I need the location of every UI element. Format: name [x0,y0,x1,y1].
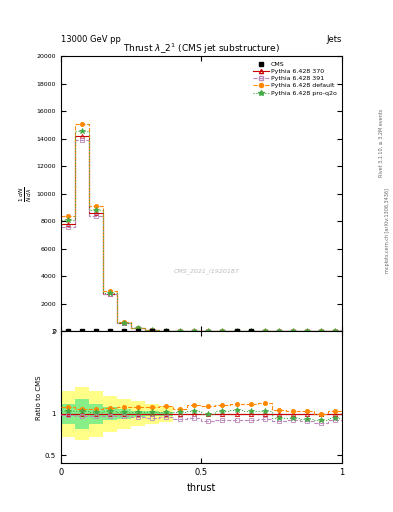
Text: CMS_2021_I1920187: CMS_2021_I1920187 [174,268,240,274]
Y-axis label: Ratio to CMS: Ratio to CMS [36,375,42,420]
Title: Thrust $\lambda$_2$^1$ (CMS jet substructure): Thrust $\lambda$_2$^1$ (CMS jet substruc… [123,42,280,56]
Text: 13000 GeV pp: 13000 GeV pp [61,34,121,44]
Text: mcplots.cern.ch [arXiv:1306.3436]: mcplots.cern.ch [arXiv:1306.3436] [385,188,389,273]
Text: Rivet 3.1.10, ≥ 3.2M events: Rivet 3.1.10, ≥ 3.2M events [379,109,384,178]
Legend: CMS, Pythia 6.428 370, Pythia 6.428 391, Pythia 6.428 default, Pythia 6.428 pro-: CMS, Pythia 6.428 370, Pythia 6.428 391,… [251,59,339,98]
X-axis label: thrust: thrust [187,483,216,493]
Y-axis label: $\frac{1}{N}\frac{dN}{d\lambda}$: $\frac{1}{N}\frac{dN}{d\lambda}$ [17,186,34,202]
Text: Jets: Jets [327,34,342,44]
